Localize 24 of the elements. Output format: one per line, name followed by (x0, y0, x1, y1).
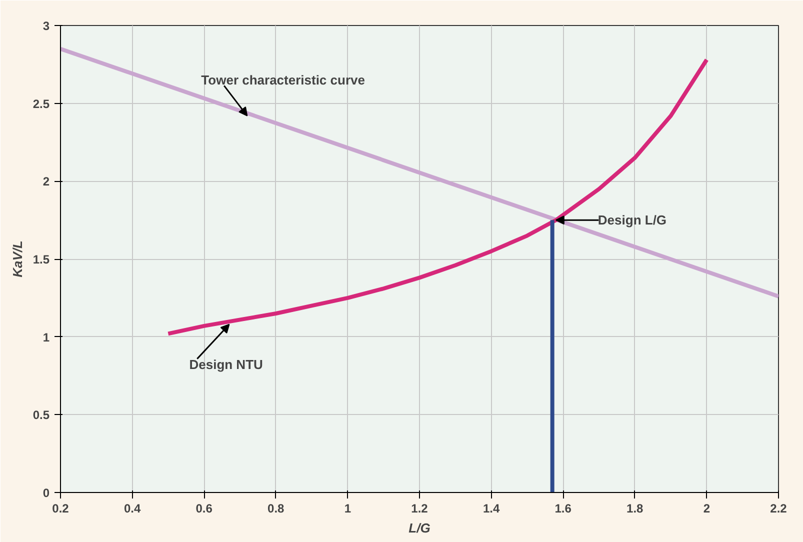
x-tick-label: 1.6 (554, 502, 572, 516)
x-tick-label: 0.2 (52, 502, 70, 516)
y-tick-label: 0 (42, 486, 50, 500)
x-tick-label: 0.6 (196, 502, 213, 516)
y-tick-label: 2 (42, 174, 50, 189)
y-tick-label: 1 (42, 330, 50, 344)
x-tick-label: 0.4 (124, 502, 141, 516)
line-series (166, 58, 709, 336)
annotation: Design L/G (598, 212, 667, 228)
y-axis-title: KaV/L (10, 240, 25, 278)
y-tick-label: 2.5 (32, 96, 50, 111)
x-tick-label: 1.2 (411, 502, 428, 516)
y-tick-label: 3 (42, 19, 50, 33)
x-tick-label: 1 (344, 502, 352, 516)
annotation: Tower characteristic curve (201, 72, 365, 88)
y-tick-label: 1.5 (32, 252, 50, 266)
y-tick-label: 0.5 (32, 408, 50, 422)
x-axis-title: L/G (408, 520, 430, 536)
x-tick-label: 1.8 (626, 502, 644, 516)
x-tick-label: 2 (703, 502, 710, 516)
x-tick-label: 0.8 (268, 502, 285, 516)
annotation: Design NTU (189, 356, 263, 372)
x-tick-label: 1.4 (482, 502, 500, 516)
x-tick-label: 2.2 (770, 502, 788, 516)
